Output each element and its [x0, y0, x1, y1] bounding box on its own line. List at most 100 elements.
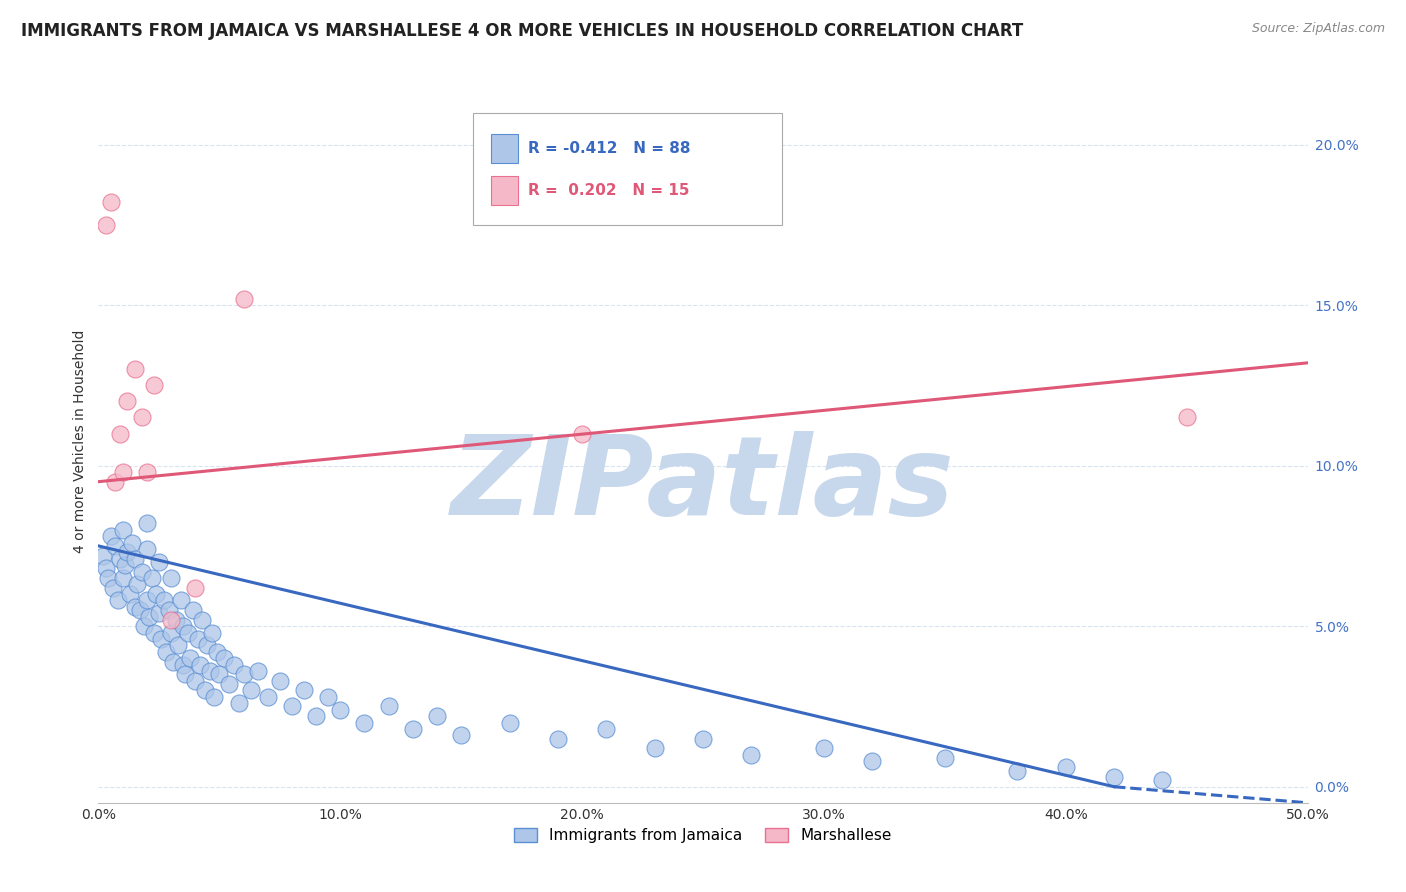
Point: [172, 619, 194, 633]
Point: [108, 426, 131, 441]
Point: [165, 613, 187, 627]
Point: [934, 751, 956, 765]
Point: [1054, 760, 1077, 774]
Point: [194, 683, 217, 698]
Point: [134, 619, 156, 633]
Point: [204, 690, 226, 704]
Point: [101, 581, 124, 595]
Point: [377, 699, 399, 714]
Point: [127, 577, 149, 591]
Point: [222, 657, 245, 672]
Point: [595, 722, 617, 736]
Point: [135, 542, 157, 557]
Point: [97, 571, 120, 585]
Point: [131, 410, 153, 425]
Point: [104, 539, 127, 553]
Point: [353, 715, 375, 730]
Point: [426, 709, 449, 723]
Point: [162, 655, 184, 669]
Point: [148, 607, 170, 621]
Point: [141, 571, 163, 585]
Point: [813, 741, 835, 756]
Legend: Immigrants from Jamaica, Marshallese: Immigrants from Jamaica, Marshallese: [508, 822, 898, 849]
Point: [143, 378, 166, 392]
Point: [124, 551, 146, 566]
Point: [107, 593, 129, 607]
Point: [498, 715, 520, 730]
Point: [1102, 770, 1125, 784]
Point: [124, 599, 146, 614]
Point: [108, 551, 131, 566]
Point: [212, 651, 235, 665]
Point: [188, 657, 211, 672]
Point: [94, 218, 117, 232]
Point: [239, 683, 262, 698]
Point: [247, 664, 270, 678]
Point: [1007, 764, 1029, 778]
Point: [128, 603, 150, 617]
Point: [187, 632, 209, 646]
Point: [860, 754, 883, 768]
Point: [181, 603, 204, 617]
Text: R = -0.412   N = 88: R = -0.412 N = 88: [527, 142, 690, 156]
Point: [160, 625, 183, 640]
Point: [169, 593, 191, 607]
Point: [160, 571, 183, 585]
Point: [135, 516, 157, 531]
Point: [117, 545, 139, 559]
Point: [292, 683, 315, 698]
Point: [644, 741, 666, 756]
Point: [160, 613, 183, 627]
Point: [104, 475, 127, 489]
Point: [118, 587, 141, 601]
Point: [184, 581, 207, 595]
Point: [157, 603, 180, 617]
Point: [281, 699, 304, 714]
Point: [124, 362, 146, 376]
Point: [198, 664, 221, 678]
Point: [316, 690, 339, 704]
Point: [208, 667, 231, 681]
Point: [232, 667, 254, 681]
FancyBboxPatch shape: [492, 177, 517, 205]
Point: [195, 639, 218, 653]
Point: [167, 639, 190, 653]
Point: [131, 565, 153, 579]
Point: [111, 465, 134, 479]
Point: [450, 728, 472, 742]
Point: [135, 593, 157, 607]
Point: [692, 731, 714, 746]
Point: [100, 529, 122, 543]
Point: [228, 696, 250, 710]
Point: [201, 625, 224, 640]
Point: [155, 645, 177, 659]
Point: [152, 593, 174, 607]
Point: [111, 571, 134, 585]
Point: [402, 722, 425, 736]
Point: [184, 673, 207, 688]
Point: [94, 561, 117, 575]
Point: [571, 426, 593, 441]
Text: ZIPatlas: ZIPatlas: [451, 432, 955, 539]
Point: [121, 535, 143, 549]
Point: [256, 690, 278, 704]
Point: [205, 645, 228, 659]
Point: [218, 677, 240, 691]
Point: [179, 651, 201, 665]
Point: [117, 394, 139, 409]
Point: [191, 613, 214, 627]
Point: [111, 523, 134, 537]
Point: [100, 195, 122, 210]
Text: Source: ZipAtlas.com: Source: ZipAtlas.com: [1251, 22, 1385, 36]
Point: [269, 673, 291, 688]
Point: [138, 609, 160, 624]
Point: [329, 703, 352, 717]
FancyBboxPatch shape: [492, 135, 517, 163]
Point: [305, 709, 328, 723]
Text: IMMIGRANTS FROM JAMAICA VS MARSHALLESE 4 OR MORE VEHICLES IN HOUSEHOLD CORRELATI: IMMIGRANTS FROM JAMAICA VS MARSHALLESE 4…: [21, 22, 1024, 40]
Point: [177, 625, 200, 640]
Point: [547, 731, 569, 746]
Point: [1175, 410, 1198, 425]
Text: R =  0.202   N = 15: R = 0.202 N = 15: [527, 184, 689, 198]
Point: [1152, 773, 1174, 788]
